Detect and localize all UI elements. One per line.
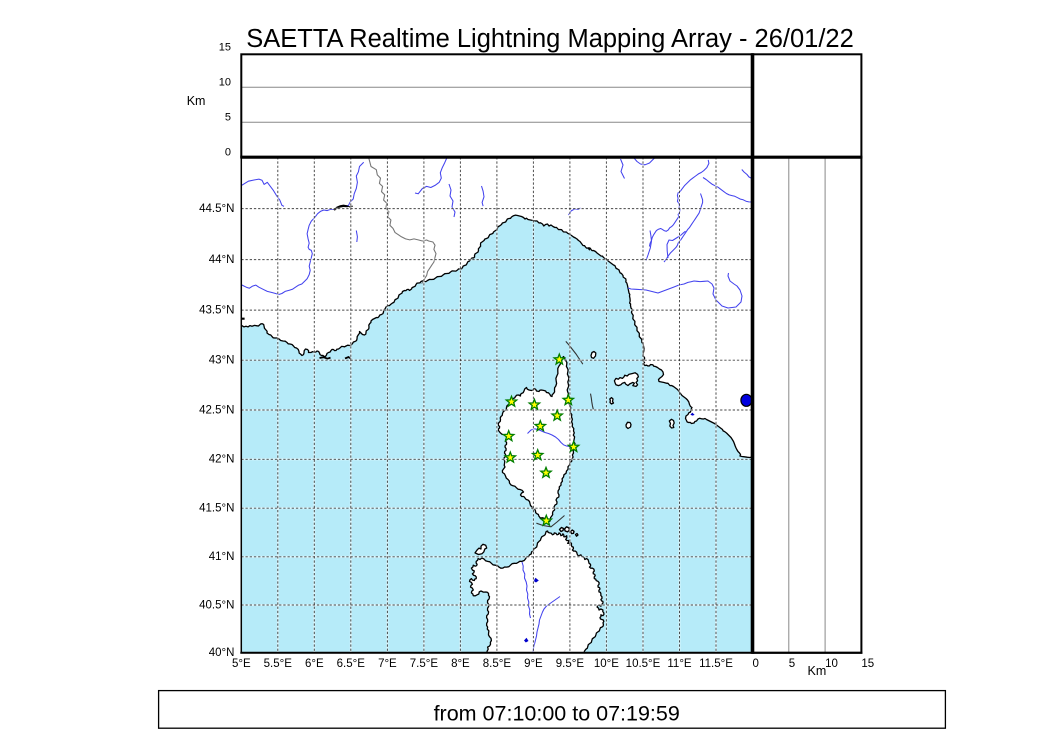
svg-text:10°E: 10°E <box>594 658 619 670</box>
svg-text:from 07:10:00 to 07:19:59: from 07:10:00 to 07:19:59 <box>434 701 680 725</box>
svg-text:11°E: 11°E <box>667 658 692 670</box>
svg-text:7°E: 7°E <box>378 658 397 670</box>
svg-text:6°E: 6°E <box>305 658 324 670</box>
svg-text:40.5°N: 40.5°N <box>199 599 234 611</box>
svg-text:5°E: 5°E <box>232 658 251 670</box>
svg-text:5.5°E: 5.5°E <box>264 658 293 670</box>
svg-text:44.5°N: 44.5°N <box>199 203 234 215</box>
svg-text:0: 0 <box>753 658 759 670</box>
svg-text:Km: Km <box>808 664 827 678</box>
svg-text:41.5°N: 41.5°N <box>199 503 234 515</box>
svg-text:15: 15 <box>219 42 231 54</box>
svg-text:42.5°N: 42.5°N <box>199 404 234 416</box>
svg-text:10: 10 <box>219 77 231 89</box>
svg-text:10: 10 <box>825 658 838 670</box>
svg-text:7.5°E: 7.5°E <box>410 658 439 670</box>
svg-text:0: 0 <box>225 147 231 159</box>
svg-text:SAETTA Realtime Lightning Mapp: SAETTA Realtime Lightning Mapping Array … <box>246 25 854 53</box>
svg-text:43°N: 43°N <box>209 355 235 367</box>
svg-text:6.5°E: 6.5°E <box>337 658 366 670</box>
svg-text:9°E: 9°E <box>524 658 543 670</box>
svg-text:42°N: 42°N <box>209 454 235 466</box>
svg-text:5: 5 <box>789 658 795 670</box>
svg-text:9.5°E: 9.5°E <box>556 658 585 670</box>
svg-text:5: 5 <box>225 112 231 124</box>
svg-text:43.5°N: 43.5°N <box>199 305 234 317</box>
svg-text:44°N: 44°N <box>209 254 235 266</box>
svg-text:15: 15 <box>861 658 874 670</box>
svg-text:Km: Km <box>187 94 206 108</box>
svg-text:8.5°E: 8.5°E <box>483 658 512 670</box>
svg-text:8°E: 8°E <box>451 658 470 670</box>
svg-text:40°N: 40°N <box>209 647 235 659</box>
svg-text:10.5°E: 10.5°E <box>626 658 661 670</box>
svg-text:41°N: 41°N <box>209 551 235 563</box>
svg-text:11.5°E: 11.5°E <box>699 658 733 670</box>
